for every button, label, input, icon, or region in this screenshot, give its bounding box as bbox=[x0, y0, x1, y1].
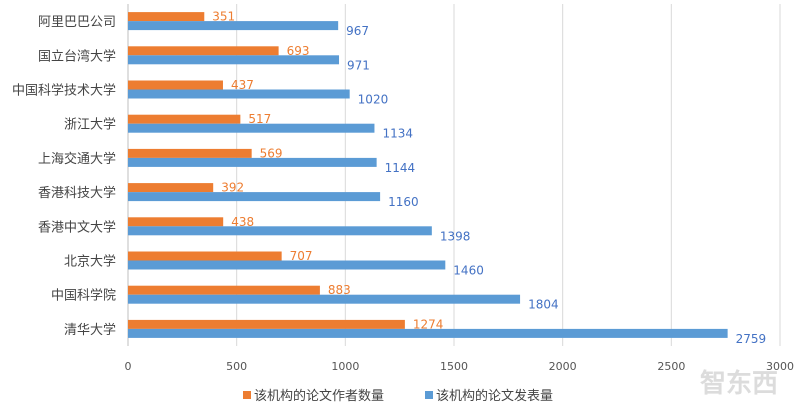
x-tick-label: 3000 bbox=[766, 360, 794, 373]
bar-papers bbox=[128, 89, 350, 99]
bar-papers bbox=[128, 21, 339, 31]
data-label: 438 bbox=[231, 215, 254, 229]
data-label: 1398 bbox=[440, 229, 471, 243]
bar-papers bbox=[128, 294, 521, 304]
bar-papers bbox=[128, 328, 728, 338]
data-label: 693 bbox=[287, 44, 310, 58]
data-label: 351 bbox=[212, 10, 235, 24]
category-label: 中国科学技术大学 bbox=[12, 83, 116, 99]
data-label: 1804 bbox=[528, 298, 559, 312]
bar-authors bbox=[128, 285, 320, 295]
data-label: 437 bbox=[231, 78, 254, 92]
x-tick-label: 2500 bbox=[657, 360, 685, 373]
data-label: 1144 bbox=[385, 161, 416, 175]
legend-label: 该机构的论文发表量 bbox=[436, 388, 553, 404]
data-label: 707 bbox=[290, 249, 313, 263]
category-label: 国立台湾大学 bbox=[38, 48, 116, 64]
bar-authors bbox=[128, 319, 405, 329]
bar-authors bbox=[128, 251, 282, 261]
category-label: 浙江大学 bbox=[64, 117, 116, 133]
data-label: 1460 bbox=[453, 264, 484, 278]
bar-papers bbox=[128, 123, 375, 133]
data-label: 967 bbox=[346, 24, 369, 38]
bar-authors bbox=[128, 80, 223, 90]
x-tick-label: 1000 bbox=[331, 360, 359, 373]
data-label: 1160 bbox=[388, 195, 419, 209]
data-label: 392 bbox=[221, 181, 244, 195]
data-label: 517 bbox=[248, 112, 271, 126]
bar-papers bbox=[128, 55, 340, 65]
category-label: 香港科技大学 bbox=[38, 185, 116, 201]
x-tick-label: 0 bbox=[125, 360, 132, 373]
watermark-logo: 智东西 bbox=[700, 368, 778, 399]
data-label: 883 bbox=[328, 283, 351, 297]
legend-label: 该机构的论文作者数量 bbox=[254, 388, 384, 404]
legend-swatch bbox=[425, 391, 433, 399]
x-tick-label: 2000 bbox=[549, 360, 577, 373]
category-label: 北京大学 bbox=[64, 254, 116, 270]
bar-papers bbox=[128, 226, 432, 236]
bar-papers bbox=[128, 260, 446, 270]
data-label: 569 bbox=[260, 146, 283, 160]
data-label: 971 bbox=[347, 58, 370, 72]
data-label: 1274 bbox=[413, 317, 444, 331]
data-label: 1134 bbox=[382, 127, 413, 141]
data-label: 2759 bbox=[736, 332, 767, 346]
category-label: 上海交通大学 bbox=[38, 151, 116, 167]
category-label: 清华大学 bbox=[64, 322, 116, 338]
bar-authors bbox=[128, 46, 279, 56]
bar-papers bbox=[128, 157, 377, 167]
bar-authors bbox=[128, 183, 214, 193]
bar-authors bbox=[128, 217, 224, 227]
x-tick-label: 1500 bbox=[440, 360, 468, 373]
category-label: 香港中文大学 bbox=[38, 219, 116, 235]
bar-papers bbox=[128, 192, 381, 202]
x-tick-label: 500 bbox=[226, 360, 247, 373]
bar-authors bbox=[128, 148, 252, 158]
category-label: 阿里巴巴公司 bbox=[38, 15, 116, 30]
legend-swatch bbox=[243, 391, 251, 399]
category-label: 中国科学院 bbox=[51, 288, 116, 304]
bar-authors bbox=[128, 114, 241, 124]
bar-authors bbox=[128, 12, 205, 22]
data-label: 1020 bbox=[358, 93, 389, 107]
